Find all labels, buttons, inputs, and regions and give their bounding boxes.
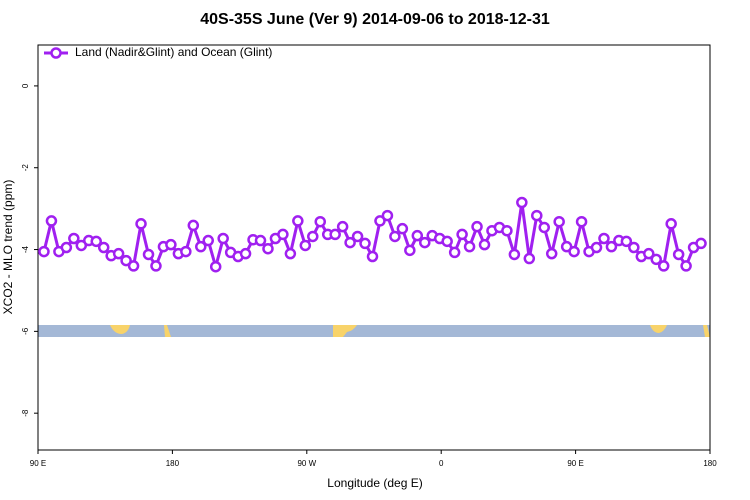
data-point <box>516 196 528 209</box>
data-point <box>575 215 588 228</box>
y-tick-label: 0 <box>21 83 30 88</box>
data-point <box>336 220 349 233</box>
data-point <box>650 253 662 266</box>
x-tick-label: 90 E <box>567 459 583 468</box>
data-point <box>38 245 50 258</box>
x-tick-label: 0 <box>439 459 444 468</box>
data-point <box>209 260 222 273</box>
data-point <box>598 232 610 245</box>
y-axis-label: XCO2 - MLO trend (ppm) <box>1 180 15 315</box>
data-point <box>135 218 147 230</box>
data-point <box>165 238 177 251</box>
data-point <box>202 234 214 247</box>
data-point <box>471 220 483 233</box>
data-point <box>254 234 267 247</box>
data-point <box>441 235 453 248</box>
chart-title: 40S-35S June (Ver 9) 2014-09-06 to 2018-… <box>200 11 550 28</box>
data-point <box>239 247 252 260</box>
data-point <box>568 245 580 258</box>
data-point <box>531 209 543 222</box>
data-point <box>643 247 655 260</box>
data-point <box>620 235 633 248</box>
plot-frame <box>37 44 711 451</box>
y-tick-label: -4 <box>21 245 30 253</box>
data-point <box>217 232 229 245</box>
data-point <box>553 215 565 228</box>
data-point <box>262 242 274 255</box>
data-point <box>411 229 424 242</box>
y-tick-label: -2 <box>21 164 30 172</box>
data-point <box>90 235 102 248</box>
data-point <box>419 236 431 249</box>
x-tick-label: 180 <box>703 459 717 468</box>
data-point <box>396 222 409 235</box>
data-point <box>359 237 371 250</box>
data-point <box>314 215 326 228</box>
data-point <box>523 252 536 265</box>
data-point <box>68 232 80 245</box>
x-axis-label: Longitude (deg E) <box>327 476 422 490</box>
data-point <box>381 209 394 222</box>
data-point <box>120 254 132 267</box>
data-point <box>448 246 461 259</box>
data-point <box>374 215 386 227</box>
data-point <box>605 240 618 253</box>
data-point <box>292 215 304 227</box>
land-band <box>38 325 710 337</box>
data-point <box>284 247 297 260</box>
data-point <box>508 248 521 261</box>
data-point <box>142 248 155 261</box>
data-point <box>695 237 707 250</box>
y-tick-label: -8 <box>21 409 30 417</box>
data-point <box>299 239 312 252</box>
x-tick-label: 90 W <box>297 459 316 468</box>
data-point <box>127 260 140 272</box>
data-point <box>538 221 550 234</box>
x-tick-label: 180 <box>166 459 180 468</box>
data-point <box>329 228 341 241</box>
data-point <box>195 240 207 253</box>
data-point <box>344 236 356 249</box>
y-tick-label: -6 <box>21 327 30 335</box>
data-point <box>187 219 200 232</box>
data-point <box>366 250 379 263</box>
data-point <box>680 260 692 272</box>
x-tick-label: 90 E <box>30 459 46 468</box>
data-point <box>590 241 603 254</box>
data-point <box>545 247 558 260</box>
data-point <box>463 240 476 253</box>
data-point <box>672 248 685 261</box>
data-point <box>456 228 468 241</box>
data-point <box>45 215 58 227</box>
data-point <box>307 230 319 243</box>
data-point <box>351 230 364 243</box>
data-point <box>277 228 289 241</box>
data-point <box>404 244 416 257</box>
data-point <box>628 241 640 254</box>
data-point <box>389 230 401 243</box>
data-point <box>665 218 677 230</box>
data-point <box>478 238 491 251</box>
legend-marker <box>50 47 62 59</box>
data-point <box>150 260 162 272</box>
data-point <box>97 241 110 254</box>
data-point <box>112 247 125 260</box>
data-point <box>60 241 73 254</box>
legend-label: Land (Nadir&Glint) and Ocean (Glint) <box>75 45 272 59</box>
data-point <box>657 260 670 272</box>
data-point <box>501 224 513 237</box>
data-point <box>180 245 192 258</box>
